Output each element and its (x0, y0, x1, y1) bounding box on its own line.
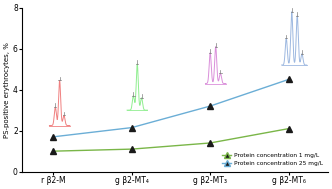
Y-axis label: PS-positive erythrocytes, %: PS-positive erythrocytes, % (4, 42, 10, 138)
Legend: Protein concentration 1 mg/L, Protein concentration 25 mg/L: Protein concentration 1 mg/L, Protein co… (220, 151, 325, 169)
